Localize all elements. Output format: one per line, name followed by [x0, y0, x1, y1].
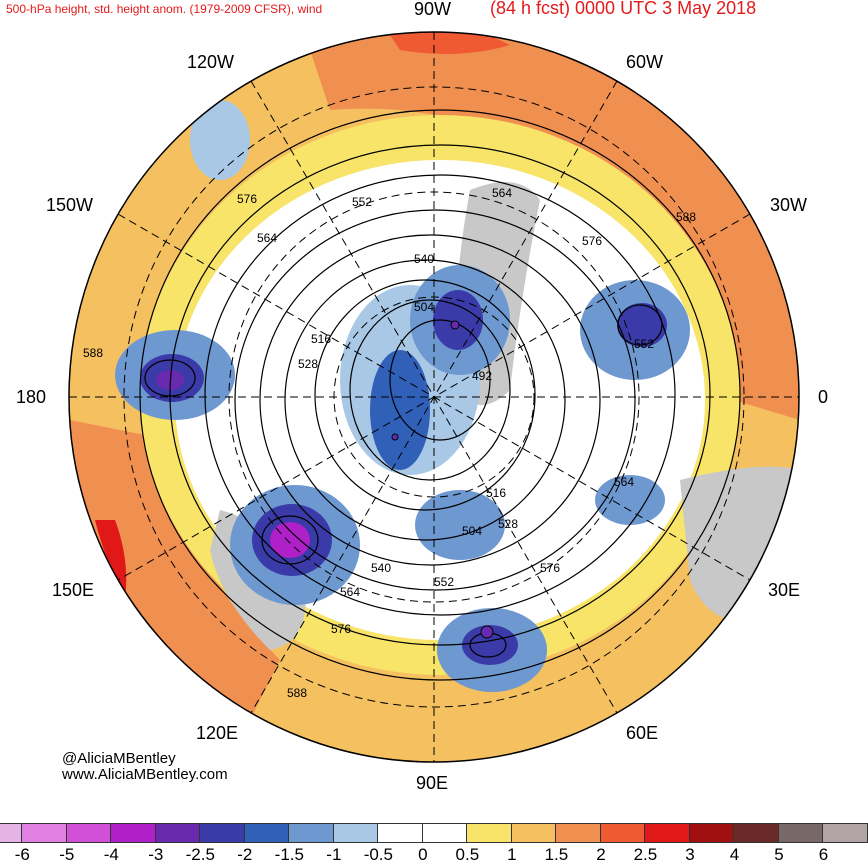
colorbar-swatch [0, 823, 23, 843]
colorbar-swatch [645, 823, 690, 843]
contour-label: 564 [257, 231, 277, 245]
height-contours [139, 109, 741, 681]
contour-label: 564 [492, 186, 512, 200]
contour-label: 576 [331, 622, 351, 636]
colorbar-tick-label: 3 [685, 845, 695, 864]
colorbar-tick-label: 2.5 [633, 845, 658, 864]
contour-label: 552 [634, 337, 654, 351]
anomaly-center-east-asia [270, 522, 310, 558]
colorbar [0, 823, 868, 843]
colorbar-tick-label: -2.5 [185, 845, 215, 864]
colorbar-swatch [823, 823, 868, 843]
longitude-label-120w: 120W [187, 52, 235, 72]
contour-label: 540 [371, 561, 391, 575]
contour-label: 552 [434, 575, 454, 589]
author-handle: @AliciaMBentley [62, 750, 176, 767]
contour-label: 576 [582, 234, 602, 248]
contour-label: 564 [614, 475, 634, 489]
longitude-label-150e: 150E [52, 580, 95, 600]
contour-labels: 576 552 564 540 504 516 528 492 564 576 … [83, 186, 696, 700]
colorbar-tick-label: -2 [237, 845, 253, 864]
colorbar-swatch [66, 823, 112, 843]
longitude-label-90e: 90E [416, 773, 449, 793]
colorbar-swatch [289, 823, 334, 843]
contour-label: 516 [311, 332, 331, 346]
contour-label: 564 [340, 585, 360, 599]
colorbar-swatch [734, 823, 779, 843]
colorbar-tick-label: -5 [59, 845, 75, 864]
contour-label: 528 [298, 357, 318, 371]
contour-label: 516 [486, 486, 506, 500]
colorbar-tick-label: 5 [774, 845, 784, 864]
colorbar-tick-label: 2 [596, 845, 606, 864]
contour-label: 576 [237, 192, 257, 206]
anomaly-core-hudson [433, 290, 483, 350]
colorbar-swatch [689, 823, 735, 843]
contour-label: 588 [676, 210, 696, 224]
longitude-label-120e: 120E [196, 723, 239, 743]
colorbar-tick-label: 1.5 [544, 845, 569, 864]
colorbar-tick-label: -1 [326, 845, 342, 864]
author-website: www.AliciaMBentley.com [62, 766, 228, 783]
colorbar-swatch [778, 823, 824, 843]
contour-label: 552 [352, 195, 372, 209]
colorbar-tick-label: 1 [507, 845, 517, 864]
longitude-label-60e: 60E [626, 723, 659, 743]
contour-label: 504 [414, 300, 434, 314]
anomaly-blue-alaska [190, 100, 250, 180]
colorbar-tick-label: -4 [103, 845, 119, 864]
contour-label: 588 [83, 346, 103, 360]
longitude-label-60w: 60W [626, 52, 664, 72]
chart-title: 500-hPa height, std. height anom. (1979-… [6, 2, 323, 16]
longitude-label-180: 180 [16, 387, 47, 407]
colorbar-swatch [511, 823, 557, 843]
longitude-label-150w: 150W [46, 195, 94, 215]
colorbar-tick-label: 0 [418, 845, 428, 864]
contour-label: 492 [472, 369, 492, 383]
colorbar-tick-label: -3 [148, 845, 164, 864]
colorbar-swatch [244, 823, 290, 843]
colorbar-swatch [422, 823, 468, 843]
colorbar-swatch [556, 823, 601, 843]
low-center-marker [450, 320, 460, 330]
colorbar-swatch [155, 823, 201, 843]
colorbar-tick-label: -1.5 [274, 845, 304, 864]
colorbar-tick-label: 6 [818, 845, 829, 864]
colorbar-swatch [467, 823, 512, 843]
colorbar-tick-label: 0.5 [455, 845, 480, 864]
meridian-lines [69, 32, 799, 762]
colorbar-swatch [111, 823, 156, 843]
longitude-label-0: 0 [818, 387, 829, 407]
colorbar-swatch [333, 823, 379, 843]
colorbar-swatch [22, 823, 67, 843]
anomaly-orange-west [69, 420, 280, 740]
longitude-label-30e: 30E [768, 580, 801, 600]
colorbar-swatch [600, 823, 646, 843]
forecast-time: (84 h fcst) 0000 UTC 3 May 2018 [490, 0, 757, 18]
anomaly-core-central-asia [462, 625, 518, 665]
contour-label: 528 [498, 517, 518, 531]
contour-label: 588 [287, 686, 307, 700]
contour-label: 504 [462, 524, 482, 538]
longitude-label-30w: 30W [770, 195, 808, 215]
longitude-label-90w: 90W [414, 0, 452, 19]
colorbar-tick-label: -6 [14, 845, 30, 864]
anomaly-red-north [380, 32, 510, 54]
anomaly-core-polar [370, 350, 430, 470]
low-center-marker [391, 433, 399, 441]
colorbar-swatch [378, 823, 423, 843]
colorbar-tick-label: 4 [729, 845, 740, 864]
colorbar-tick-label: -0.5 [363, 845, 393, 864]
low-center-marker [480, 625, 494, 639]
polar-map: 576 552 564 540 504 516 528 492 564 576 … [68, 31, 800, 763]
contour-label: 576 [540, 561, 560, 575]
contour-label: 540 [414, 252, 434, 266]
anomaly-blue-siberia [415, 490, 505, 560]
colorbar-swatch [200, 823, 245, 843]
